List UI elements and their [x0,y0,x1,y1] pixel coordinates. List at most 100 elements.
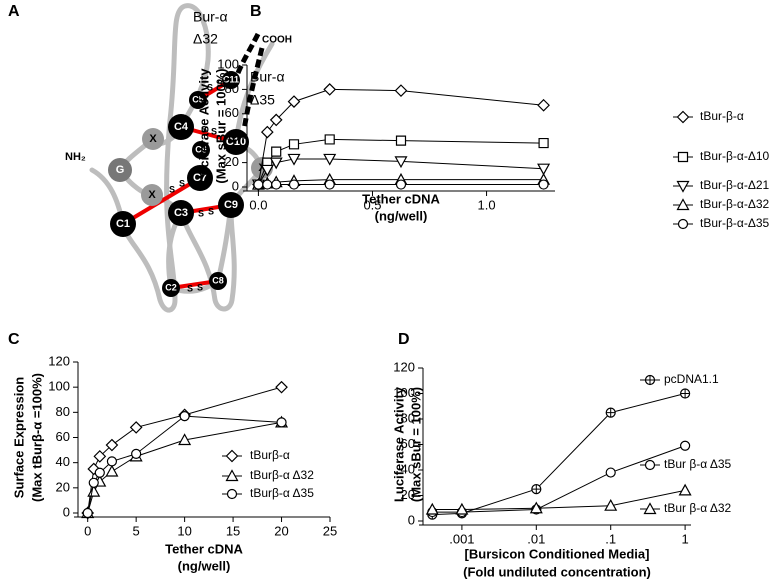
chart: C 0 20 40 60 80 100 120 0 5 10 15 20 25 Surface Expres… [8,331,337,573]
marker [455,502,469,515]
y-axis-label: (Max sBur = 100%) [408,387,423,502]
marker [605,467,616,478]
y-tick-label: 20 [225,154,239,169]
residue-label: X [149,133,157,145]
marker [323,83,337,96]
marker [394,84,408,97]
x-tick-label: 20 [274,523,288,538]
marker [288,179,300,190]
x-axis-label: Tether cDNA [362,191,440,206]
y-tick-label: 60 [401,436,415,451]
marker [538,179,549,190]
x-tick-label: 0.5 [363,197,381,212]
marker [677,151,689,163]
legend-label: pcDNA1.1 [664,372,719,386]
x-tick-label: 0.0 [249,197,267,212]
chart: B 0 20 40 60 80 100 0.0 0.5 1.0 Luciferase Activit… [196,3,769,230]
legend-label: tBur β-α Δ32 [664,501,732,515]
y-tick-label: 20 [56,479,70,494]
marker [676,198,690,211]
residue-label: X [258,162,266,174]
marker [105,464,119,477]
marker [676,180,690,193]
marker-cross [531,484,541,494]
x-tick-label: 0 [84,523,91,538]
marker [643,502,657,515]
y-axis-label: Surface Expression [11,377,26,498]
legend-label: tBur-β-α-Δ10 [700,149,770,163]
x-tick-label: .01 [527,531,545,546]
residue-label: C11 [223,74,239,84]
panel-label: C [8,331,20,348]
marker [93,450,107,463]
y-tick-label: 60 [56,429,70,444]
bond-labels: S S S S S S S S S S [169,78,223,293]
x-tick-label: .1 [605,531,616,546]
legend-label: tBur-β-α-Δ32 [700,197,770,211]
panel-label: B [250,3,262,20]
marker [288,139,300,150]
marker [680,440,691,451]
marker [324,179,335,190]
y-tick-label: 80 [225,81,239,96]
marker [262,179,273,190]
marker [225,469,239,482]
sulfur: S [197,282,203,292]
marker [677,218,689,230]
marker [604,498,618,511]
y-axis-label: (Max sBur = 100%) [213,68,228,183]
marker [226,488,238,500]
residue-label: X [148,189,156,201]
y-axis-label: (Max tBurβ-α =100%) [29,373,44,502]
legend-label: tBurβ-α Δ32 [250,468,314,482]
x-tick-label: 25 [323,523,337,538]
series-line [432,489,686,511]
marker [275,380,288,394]
sulfur: S [169,184,175,194]
x-tick-label: .001 [449,531,474,546]
residue-label: C7 [193,172,207,184]
marker [271,146,282,157]
marker [87,484,101,497]
legend-label: tBur-β-α [700,109,744,123]
marker-cross [680,389,690,398]
y-tick-label: 40 [401,461,415,476]
marker [644,459,656,471]
truncation-line [241,47,265,131]
legend-label: tBurβ-α Δ35 [250,486,314,500]
y-tick-label: 0 [408,512,415,527]
marker [324,134,335,145]
marker [129,421,143,434]
annotation: COOH [262,35,292,46]
sulfur: S [211,126,217,136]
y-tick-label: 40 [56,454,70,469]
residue-label: G [116,164,125,176]
x-tick-label: 1 [681,531,688,546]
marker [276,417,287,428]
marker [538,137,549,149]
marker [678,483,692,496]
x-axis-label: (Fold undiluted concentration) [463,564,651,579]
marker [395,135,407,146]
annotation: Bur-α [250,69,285,85]
marker [131,448,142,459]
x-tick-label: 1.0 [478,197,496,212]
marker [253,179,264,190]
sulfur: S [198,208,204,218]
marker-cross [606,408,616,418]
residue-label: C9 [224,199,238,211]
truncation-line [233,32,261,79]
marker [394,156,408,169]
marker [323,153,337,166]
y-tick-label: 80 [401,410,415,425]
y-tick-label: 120 [393,359,415,374]
y-tick-label: 40 [225,130,239,145]
y-tick-label: 0 [63,504,70,519]
residue-label: C6 [195,144,207,154]
annotation: Δ35 [250,92,275,108]
diagram: A S S S S S S S S S S C11 C [8,3,292,313]
marker-cross [645,375,655,385]
marker [82,507,93,519]
sulfur: S [208,206,214,216]
annotation: Δ32 [193,31,218,47]
